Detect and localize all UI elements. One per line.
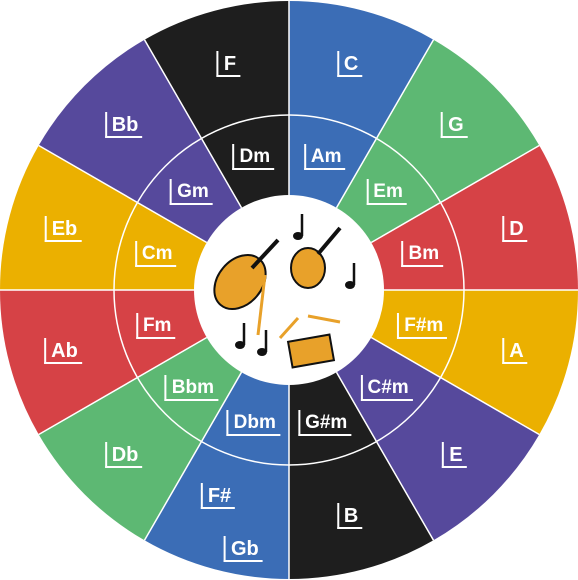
major-key-label: E xyxy=(442,442,466,468)
minor-key-label: Em xyxy=(366,179,407,205)
major-key-label: Eb xyxy=(45,216,82,242)
minor-key-label: Fm xyxy=(136,313,176,339)
minor-key-label: Dm xyxy=(232,144,274,170)
minor-key-label: Cm xyxy=(135,241,177,267)
minor-key-label: Gm xyxy=(170,179,213,205)
circle-of-fifths: C Am G Em D Bm A F#m E C#m B G#m F# Gb Dbm Db Bbm Ab Fm Eb C… xyxy=(0,0,578,580)
minor-key-label: G#m xyxy=(298,410,351,436)
major-key-label: Gb xyxy=(224,536,263,562)
major-key-label: B xyxy=(337,503,362,529)
major-key-label: F xyxy=(217,51,240,77)
diagram xyxy=(0,0,578,580)
major-key-label: F# xyxy=(201,483,235,509)
major-key-label: C xyxy=(337,51,362,77)
minor-key-label: Bm xyxy=(401,241,443,267)
minor-key-label: Bbm xyxy=(165,375,218,401)
major-key-label: Ab xyxy=(44,338,82,364)
major-key-label: D xyxy=(502,216,527,242)
major-key-label: Bb xyxy=(105,112,143,138)
minor-key-label: C#m xyxy=(360,375,412,401)
major-key-label: A xyxy=(502,338,527,364)
minor-key-label: Dbm xyxy=(227,410,280,436)
major-key-label: G xyxy=(441,112,468,138)
minor-key-label: F#m xyxy=(397,313,447,339)
minor-key-label: Am xyxy=(304,144,346,170)
major-key-label: Db xyxy=(105,442,143,468)
